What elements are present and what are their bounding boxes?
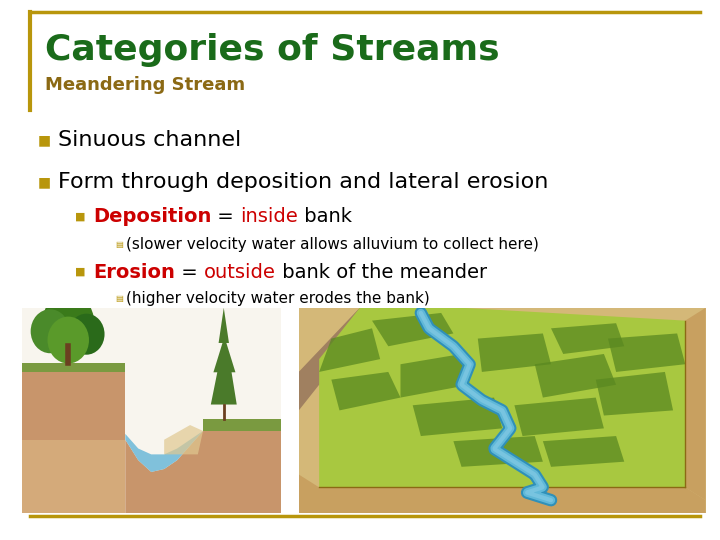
Polygon shape xyxy=(551,323,624,354)
Polygon shape xyxy=(299,308,462,397)
Text: Form through deposition and lateral erosion: Form through deposition and lateral eros… xyxy=(58,172,549,192)
Polygon shape xyxy=(478,333,551,372)
Circle shape xyxy=(31,309,70,353)
Polygon shape xyxy=(203,431,281,513)
Polygon shape xyxy=(535,354,616,397)
Text: =: = xyxy=(175,262,204,281)
Text: (higher velocity water erodes the bank): (higher velocity water erodes the bank) xyxy=(126,292,430,307)
Bar xyxy=(22,454,125,513)
Text: ■: ■ xyxy=(75,212,86,222)
Polygon shape xyxy=(164,425,203,454)
Polygon shape xyxy=(22,440,125,454)
Polygon shape xyxy=(299,475,706,513)
Polygon shape xyxy=(211,308,237,404)
Text: bank: bank xyxy=(298,207,352,226)
Text: =: = xyxy=(212,207,240,226)
Polygon shape xyxy=(595,372,673,416)
Text: Categories of Streams: Categories of Streams xyxy=(45,33,500,67)
Polygon shape xyxy=(685,308,706,500)
Polygon shape xyxy=(299,308,380,410)
Polygon shape xyxy=(319,308,685,487)
Text: inside: inside xyxy=(240,207,298,226)
Polygon shape xyxy=(22,372,125,440)
Text: Erosion: Erosion xyxy=(93,262,175,281)
Text: Deposition: Deposition xyxy=(93,207,212,226)
Polygon shape xyxy=(203,419,281,431)
Polygon shape xyxy=(372,313,454,346)
Polygon shape xyxy=(331,372,400,410)
Polygon shape xyxy=(299,308,706,513)
Circle shape xyxy=(42,293,94,352)
Text: ▤: ▤ xyxy=(115,240,123,248)
Polygon shape xyxy=(319,328,380,372)
Polygon shape xyxy=(22,363,125,372)
Circle shape xyxy=(68,314,104,355)
Polygon shape xyxy=(608,333,685,372)
Circle shape xyxy=(48,316,89,363)
Polygon shape xyxy=(454,436,543,467)
Text: Sinuous channel: Sinuous channel xyxy=(58,130,241,150)
Text: ■: ■ xyxy=(38,133,51,147)
Text: outside: outside xyxy=(204,262,276,281)
Text: (slower velocity water allows alluvium to collect here): (slower velocity water allows alluvium t… xyxy=(126,237,539,252)
Polygon shape xyxy=(413,397,503,436)
Text: bank of the meander: bank of the meander xyxy=(276,262,487,281)
Text: ■: ■ xyxy=(75,267,86,277)
Text: Meandering Stream: Meandering Stream xyxy=(45,76,245,94)
Text: ▤: ▤ xyxy=(115,294,123,303)
Polygon shape xyxy=(400,354,469,397)
Polygon shape xyxy=(543,436,624,467)
Text: ■: ■ xyxy=(38,175,51,189)
Polygon shape xyxy=(514,397,604,436)
